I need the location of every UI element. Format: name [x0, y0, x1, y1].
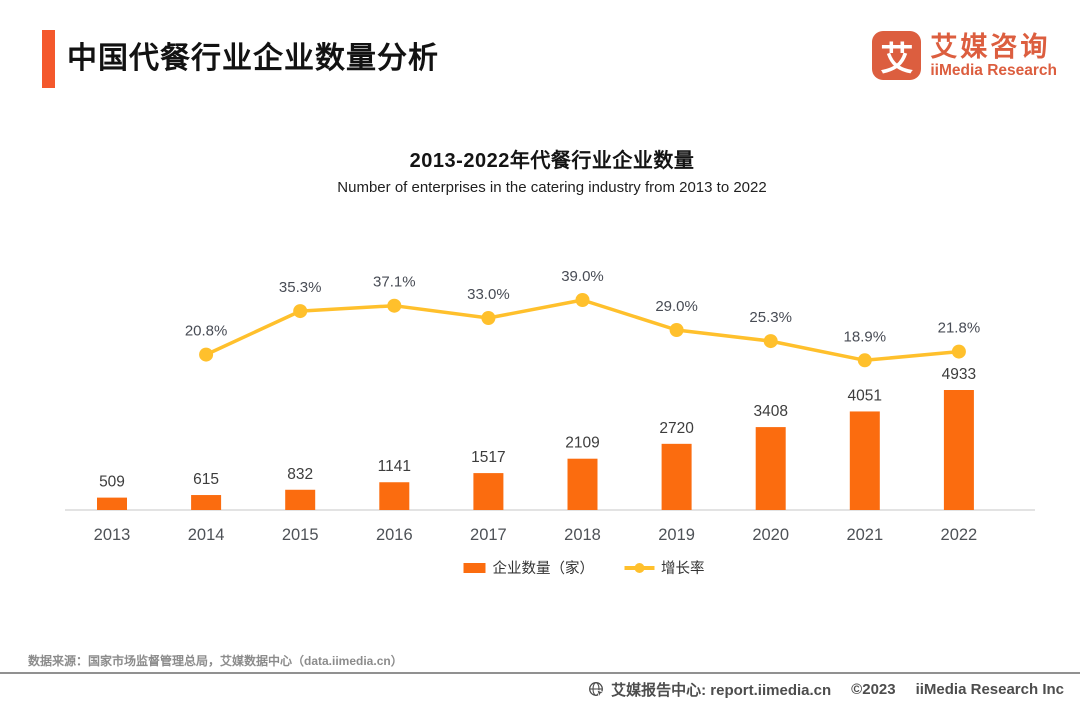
- bar-line-chart: 509 2013 615 2014 832 2015 1141 2016 1517 2017 210…: [65, 268, 1035, 544]
- logo-name-en: iiMedia Research: [930, 61, 1057, 79]
- line-value-label: 21.8%: [938, 320, 981, 337]
- footer-report-info: 艾媒报告中心: report.iimedia.cn ©2023 iiMedia …: [588, 679, 1064, 700]
- line-point: [857, 353, 872, 368]
- x-tick-label: 2018: [564, 526, 601, 544]
- legend-item-enterprises[interactable]: 企业数量（家）: [463, 557, 595, 578]
- logo-text: 艾媒咨询 iiMedia Research: [930, 31, 1057, 79]
- footer-divider: [0, 672, 1080, 674]
- bar-2016: [379, 482, 410, 510]
- line-value-label: 33.0%: [467, 286, 510, 303]
- bar-value-label: 4051: [848, 387, 882, 404]
- data-source-note: 数据来源：国家市场监督管理总局，艾媒数据中心（data.iimedia.cn）: [28, 654, 403, 668]
- legend-label-growth-rate: 增长率: [661, 561, 705, 577]
- report-center-link[interactable]: 艾媒报告中心: report.iimedia.cn: [611, 682, 832, 699]
- bar-2015: [285, 489, 316, 510]
- bar-value-label: 1141: [378, 458, 411, 475]
- x-tick-label: 2013: [94, 526, 131, 544]
- line-point: [293, 304, 308, 319]
- chart-legend: 企业数量（家） 增长率: [463, 557, 705, 578]
- line-value-label: 20.8%: [185, 323, 228, 340]
- iimedia-logo-icon: 艾: [872, 31, 922, 80]
- line-point: [951, 344, 966, 359]
- x-tick-label: 2021: [846, 526, 883, 544]
- header: 中国代餐行业企业数量分析: [42, 30, 439, 88]
- bar-value-label: 1517: [471, 449, 505, 466]
- bar-value-label: 3408: [753, 403, 787, 420]
- line-value-label: 18.9%: [844, 328, 887, 345]
- line-series-symbol: [624, 562, 654, 573]
- line-value-label: 25.3%: [749, 309, 792, 326]
- logo-name-cn: 艾媒咨询: [930, 31, 1051, 62]
- x-tick-label: 2015: [282, 526, 319, 544]
- line-value-label: 37.1%: [373, 274, 416, 291]
- chart-subtitle: Number of enterprises in the catering in…: [337, 179, 767, 196]
- bar-2019: [661, 443, 692, 510]
- bar-2014: [191, 495, 222, 510]
- line-point: [669, 323, 684, 337]
- x-tick-label: 2016: [376, 526, 413, 544]
- company-name: iiMedia Research Inc: [915, 681, 1064, 698]
- line-point: [481, 311, 496, 325]
- x-tick-label: 2022: [941, 526, 978, 544]
- legend-item-growth-rate[interactable]: 增长率: [624, 557, 705, 578]
- bar-value-label: 2109: [565, 435, 599, 452]
- line-point: [387, 298, 402, 313]
- bar-2020: [755, 427, 786, 510]
- page-title: 中国代餐行业企业数量分析: [67, 42, 439, 75]
- bar-2021: [849, 411, 880, 510]
- line-point: [763, 334, 778, 349]
- bar-2018: [567, 458, 598, 510]
- bar-value-label: 509: [99, 474, 125, 491]
- line-point: [199, 347, 214, 362]
- x-tick-label: 2014: [188, 526, 225, 544]
- globe-icon: [589, 682, 605, 698]
- line-point: [575, 293, 590, 307]
- bar-2013: [97, 497, 127, 510]
- line-value-label: 35.3%: [279, 279, 322, 296]
- title-accent-bar: [42, 30, 55, 88]
- iimedia-logo: 艾 艾媒咨询 iiMedia Research: [872, 31, 1057, 80]
- bar-value-label: 615: [193, 471, 219, 488]
- bar-value-label: 832: [287, 466, 313, 483]
- legend-label-enterprises: 企业数量（家）: [492, 561, 595, 577]
- copyright: ©2023: [851, 681, 896, 698]
- x-tick-label: 2020: [752, 526, 789, 544]
- bar-2017: [473, 473, 504, 510]
- bar-value-label: 2720: [659, 420, 694, 437]
- chart-title: 2013-2022年代餐行业企业数量: [409, 150, 695, 172]
- bar-series-swatch: [463, 562, 486, 573]
- bar-value-label: 4933: [942, 366, 976, 383]
- line-value-label: 39.0%: [561, 268, 604, 285]
- bar-2022: [943, 390, 974, 510]
- x-tick-label: 2017: [470, 526, 507, 544]
- x-tick-label: 2019: [658, 526, 695, 544]
- line-value-label: 29.0%: [655, 298, 698, 315]
